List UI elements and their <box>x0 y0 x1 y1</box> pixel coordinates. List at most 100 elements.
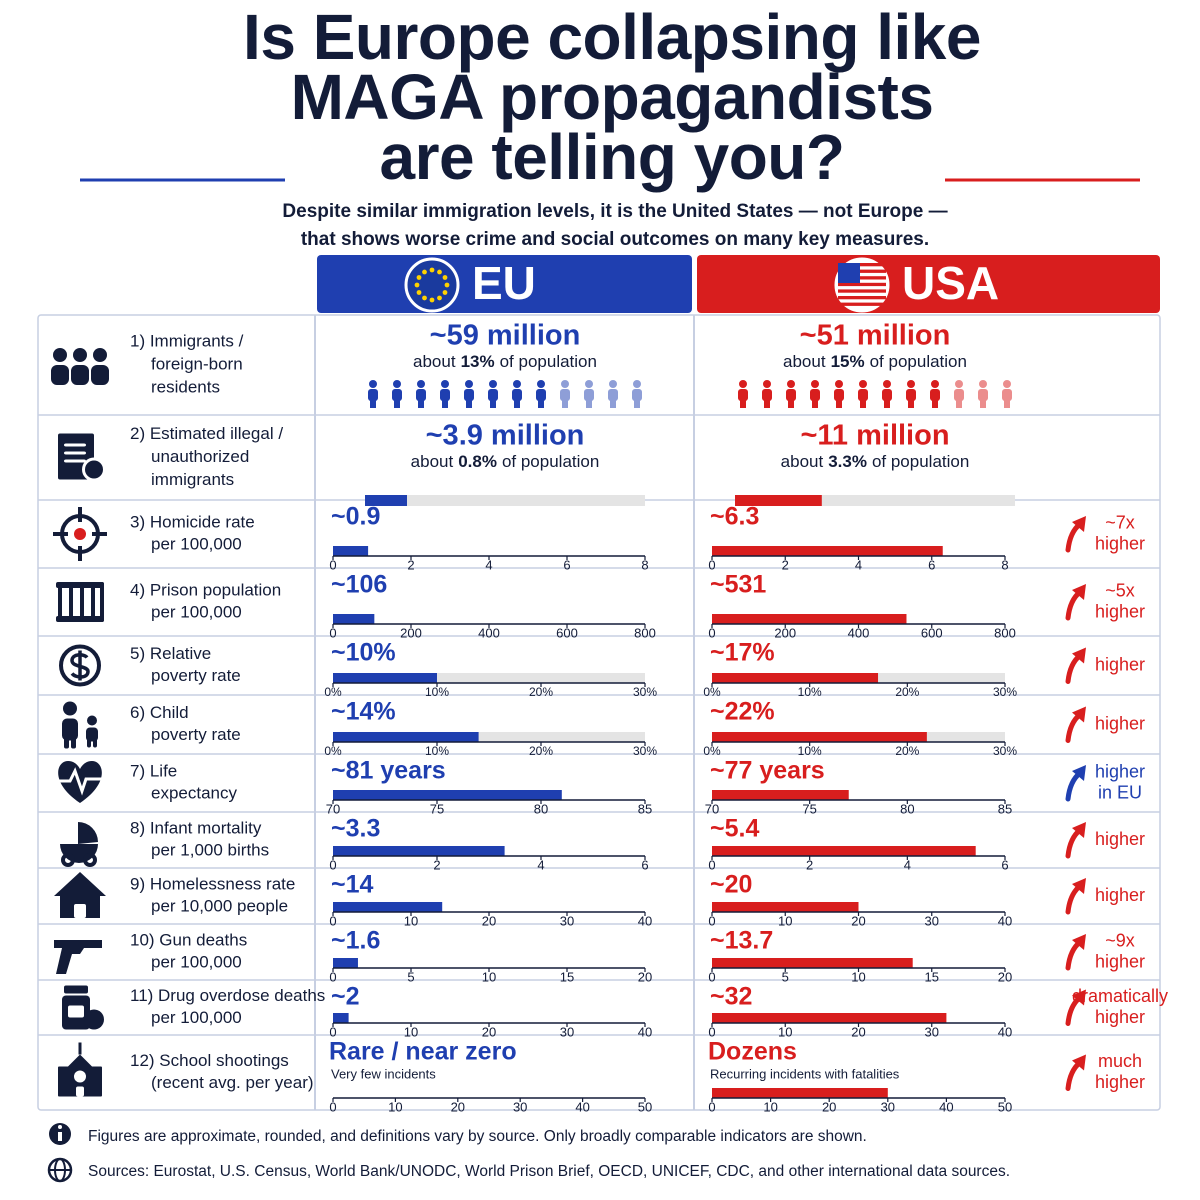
title-line: Is Europe collapsing like <box>243 1 981 73</box>
tick-label: 10 <box>482 969 496 984</box>
row-icon <box>62 985 104 1030</box>
bar <box>333 732 479 742</box>
tick-label: 10% <box>798 744 822 758</box>
tick-label: 0 <box>708 1099 715 1114</box>
person-legs <box>442 399 448 408</box>
bar <box>712 614 907 624</box>
tick-label: 6 <box>641 857 648 872</box>
tick-label: 10 <box>388 1099 402 1114</box>
person-icon <box>882 380 892 408</box>
flag-star <box>437 269 442 275</box>
tick-label: 0 <box>329 1024 336 1039</box>
icon-shape <box>74 904 86 918</box>
person-head <box>537 380 545 388</box>
person-head <box>417 380 425 388</box>
info-icon-dot <box>58 1125 62 1129</box>
person-head <box>883 380 891 388</box>
value-label: ~17% <box>710 639 775 667</box>
note-text: about <box>411 452 454 471</box>
person-icon <box>608 380 618 408</box>
compare-arrow <box>1065 706 1086 743</box>
icon-shape <box>51 365 69 385</box>
bar <box>712 902 859 912</box>
headline: ~3.9 million <box>426 420 585 452</box>
compare-text: higher <box>1095 601 1145 621</box>
person-legs <box>956 399 962 408</box>
compare-arrow <box>1065 989 1086 1026</box>
person-legs <box>908 399 914 408</box>
share-track <box>735 495 1015 506</box>
tick-label: 600 <box>921 625 943 640</box>
person-icon <box>762 380 772 408</box>
bar-track <box>333 673 645 683</box>
compare-text: higher <box>1095 1007 1145 1027</box>
person-icon <box>978 380 988 408</box>
tick-label: 20 <box>851 1024 865 1039</box>
row-label: immigrants <box>151 470 234 489</box>
tick-label: 20 <box>482 1024 496 1039</box>
tick-label: 10% <box>425 744 449 758</box>
compare-arrow <box>1065 1054 1086 1091</box>
tick-label: 30% <box>633 744 657 758</box>
row-label: 4) Prison population <box>130 580 281 599</box>
value-label: ~106 <box>331 571 387 599</box>
bar <box>333 790 562 800</box>
person-head <box>633 380 641 388</box>
compare-text: ~9x <box>1105 930 1135 950</box>
flag-star <box>429 267 435 273</box>
person-head <box>787 380 795 388</box>
flag-stripe <box>838 263 886 267</box>
person-body <box>584 389 594 401</box>
person-head <box>835 380 843 388</box>
icon-shape <box>71 365 89 385</box>
flag-canton <box>838 263 860 283</box>
row-icon <box>59 644 101 687</box>
column-title: EU <box>472 257 536 309</box>
icon-shape <box>54 872 106 918</box>
flag-star <box>429 297 435 303</box>
person-icon <box>1002 380 1012 408</box>
tick-label: 5 <box>782 969 789 984</box>
compare-text: dramatically <box>1072 986 1168 1006</box>
tick-label: 40 <box>638 1024 652 1039</box>
value-label: ~32 <box>710 983 752 1011</box>
icon-shape <box>64 734 69 749</box>
tick-label: 8 <box>1001 557 1008 572</box>
flag-stripe <box>838 289 886 293</box>
flag-star <box>422 295 427 301</box>
person-legs <box>490 399 496 408</box>
tick-label: 400 <box>478 625 500 640</box>
tick-label: 800 <box>634 625 656 640</box>
tick-label: 50 <box>638 1099 652 1114</box>
compare-text: higher <box>1095 654 1145 674</box>
person-body <box>464 389 474 401</box>
tick-label: 30 <box>560 913 574 928</box>
row-icon <box>60 822 98 867</box>
title-line: are telling you? <box>380 121 845 193</box>
compare-text: ~7x <box>1105 512 1135 532</box>
share-bar <box>365 495 407 506</box>
tick-label: 4 <box>904 857 911 872</box>
row-label: per 1,000 births <box>151 840 269 859</box>
tick-label: 0 <box>329 625 336 640</box>
compare-text: higher <box>1095 1072 1145 1092</box>
flag-star <box>416 275 422 280</box>
row-label: (recent avg. per year) <box>151 1073 314 1092</box>
headline: ~11 million <box>800 420 949 452</box>
tick-label: 4 <box>537 857 544 872</box>
tick-label: 4 <box>485 557 492 572</box>
person-body <box>1002 389 1012 401</box>
icon-shape <box>84 1009 104 1030</box>
flag-stripe <box>838 296 886 300</box>
compare-text: ~5x <box>1105 580 1135 600</box>
tick-label: 400 <box>848 625 870 640</box>
note: about 13% of population <box>413 352 597 371</box>
person-body <box>608 389 618 401</box>
value-label: ~22% <box>710 698 775 726</box>
person-head <box>441 380 449 388</box>
footnote: Figures are approximate, rounded, and de… <box>88 1128 867 1145</box>
person-icon <box>560 380 570 408</box>
row-label: 5) Relative <box>130 644 211 663</box>
tick-label: 10 <box>404 913 418 928</box>
